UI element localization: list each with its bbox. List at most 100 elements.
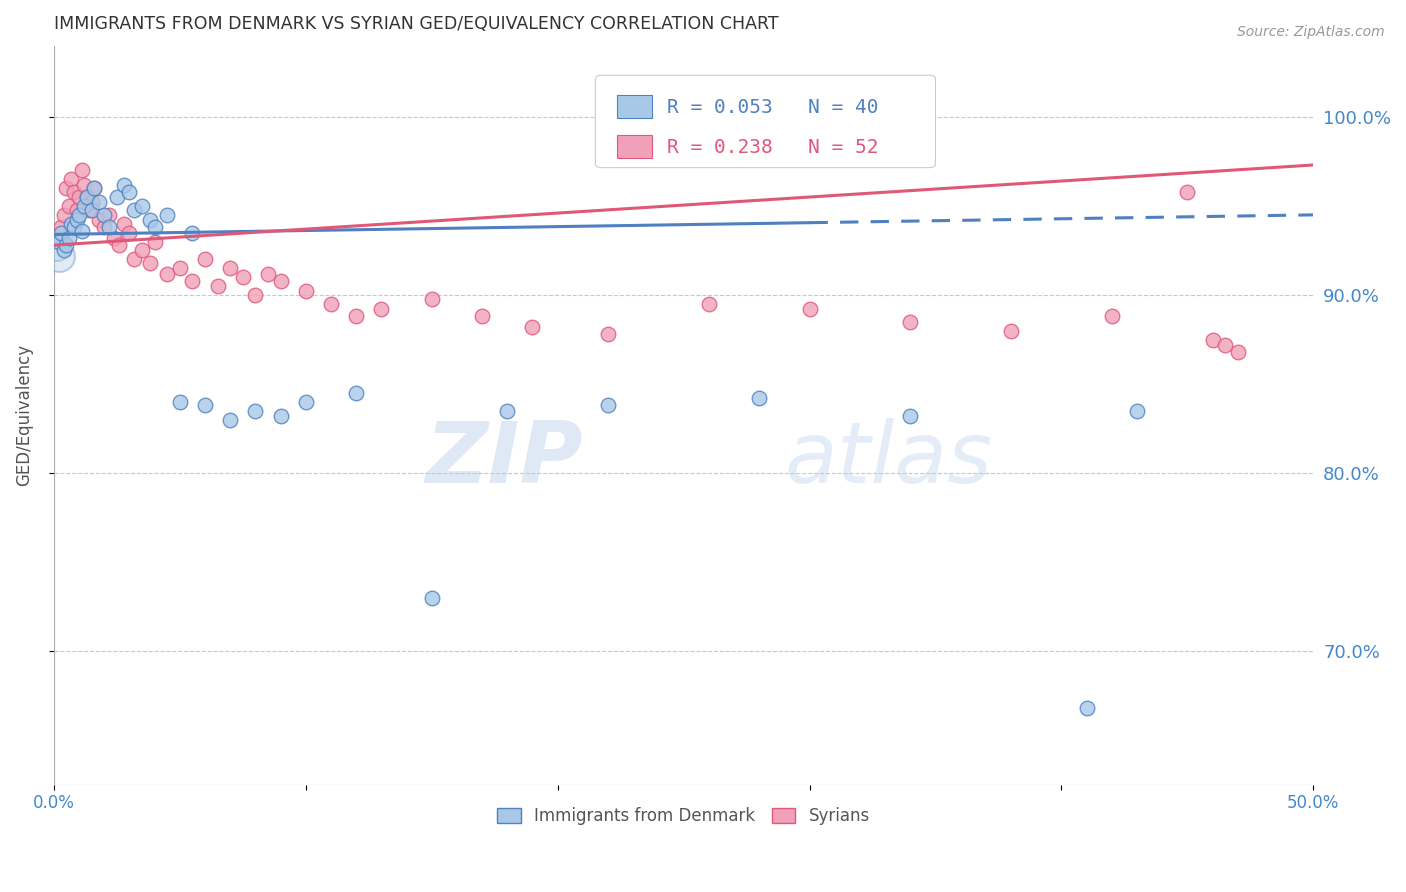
Text: IMMIGRANTS FROM DENMARK VS SYRIAN GED/EQUIVALENCY CORRELATION CHART: IMMIGRANTS FROM DENMARK VS SYRIAN GED/EQ… [53, 15, 779, 33]
Point [52, 208, 75, 222]
Legend: Immigrants from Denmark, Syrians: Immigrants from Denmark, Syrians [491, 800, 876, 832]
Point [98, 208, 121, 222]
Point [245, 288, 267, 302]
Point [60, 217, 83, 231]
Point [112, 178, 135, 192]
Text: Source: ZipAtlas.com: Source: ZipAtlas.com [1237, 25, 1385, 39]
Point [138, 213, 160, 227]
Point [1226, 345, 1249, 359]
Point [76, 190, 98, 204]
Point [63, 185, 86, 199]
Point [131, 199, 153, 213]
Point [181, 226, 204, 240]
Point [156, 267, 179, 281]
Point [232, 270, 254, 285]
Point [697, 297, 720, 311]
Point [270, 274, 292, 288]
Point [169, 395, 191, 409]
Point [370, 302, 392, 317]
Point [70, 163, 93, 178]
Point [80, 202, 103, 217]
Point [131, 244, 153, 258]
Point [156, 208, 179, 222]
Point [294, 395, 316, 409]
Text: ZIP: ZIP [425, 418, 583, 501]
Point [1126, 403, 1149, 417]
Point [1201, 333, 1223, 347]
Point [245, 403, 267, 417]
Point [471, 310, 494, 324]
Bar [617, 135, 652, 158]
Point [181, 274, 204, 288]
Point [55, 181, 77, 195]
Point [420, 591, 443, 605]
Point [143, 220, 166, 235]
Point [420, 292, 443, 306]
Point [73, 199, 96, 213]
Point [799, 302, 821, 317]
Point [67, 208, 90, 222]
Bar [617, 95, 652, 119]
Point [169, 261, 191, 276]
Point [48, 235, 70, 249]
Point [194, 399, 217, 413]
Point [124, 252, 146, 267]
Point [67, 190, 90, 204]
Point [1000, 324, 1022, 338]
Point [89, 195, 111, 210]
Point [48, 249, 70, 263]
Point [76, 190, 98, 204]
Point [112, 217, 135, 231]
Point [65, 202, 87, 217]
Point [98, 220, 121, 235]
Point [105, 190, 128, 204]
Point [51, 220, 73, 235]
Y-axis label: GED/Equivalency: GED/Equivalency [15, 344, 32, 486]
Point [52, 244, 75, 258]
Point [58, 199, 80, 213]
Text: atlas: atlas [785, 418, 993, 501]
Point [194, 252, 217, 267]
Point [596, 327, 619, 342]
Point [118, 185, 141, 199]
Point [496, 403, 519, 417]
Text: R = 0.238   N = 52: R = 0.238 N = 52 [668, 138, 879, 157]
Point [748, 392, 770, 406]
Point [270, 409, 292, 423]
Point [89, 213, 111, 227]
Point [1213, 338, 1236, 352]
Point [596, 399, 619, 413]
Point [93, 220, 115, 235]
Point [58, 231, 80, 245]
Point [55, 238, 77, 252]
Point [219, 261, 242, 276]
FancyBboxPatch shape [595, 75, 935, 168]
Point [1076, 701, 1098, 715]
Point [63, 220, 86, 235]
Point [80, 195, 103, 210]
Point [51, 226, 73, 240]
Point [77, 202, 100, 217]
Point [319, 297, 342, 311]
Point [344, 386, 367, 401]
Point [1101, 310, 1123, 324]
Point [138, 256, 160, 270]
Point [83, 181, 105, 195]
Point [70, 224, 93, 238]
Point [124, 202, 146, 217]
Point [93, 208, 115, 222]
Point [103, 231, 125, 245]
Point [207, 279, 229, 293]
Point [73, 178, 96, 192]
Point [344, 310, 367, 324]
Point [45, 238, 67, 252]
Point [65, 213, 87, 227]
Point [60, 172, 83, 186]
Point [257, 267, 280, 281]
Point [898, 315, 921, 329]
Point [219, 412, 242, 426]
Point [522, 320, 544, 334]
Point [294, 285, 316, 299]
Point [898, 409, 921, 423]
Point [143, 235, 166, 249]
